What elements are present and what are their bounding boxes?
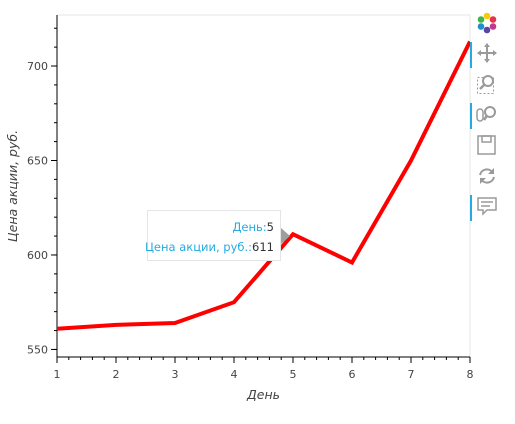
save-icon: [477, 135, 496, 155]
box-zoom-icon: [477, 75, 494, 94]
y-axis-label: Цена акции, руб.: [5, 130, 20, 242]
tooltip-pointer: [281, 228, 290, 244]
chart-series: [57, 40, 470, 331]
tooltip-key: Цена акции, руб.:: [145, 240, 253, 254]
pan-tool-button[interactable]: [470, 40, 502, 68]
price-line: [57, 40, 470, 331]
x-tick-label: 6: [349, 368, 356, 381]
tooltip-value: 5: [266, 220, 274, 234]
wheel-zoom-tool-button[interactable]: [470, 101, 502, 129]
pan-icon: [477, 43, 497, 63]
hover-tooltip: День:5 Цена акции, руб.:611: [145, 210, 281, 261]
tooltip-key: День:: [232, 220, 267, 234]
tooltip-row-price: Цена акции, руб.:611: [145, 240, 274, 254]
x-tick-label: 3: [172, 368, 179, 381]
x-axis-label: День: [246, 387, 280, 402]
y-tick-label: 550: [27, 343, 48, 356]
x-tick-label: 8: [467, 368, 474, 381]
x-tick-label: 1: [54, 368, 61, 381]
wheel-zoom-icon: [476, 106, 496, 122]
y-tick-label: 700: [27, 60, 48, 73]
reset-tool-button[interactable]: [470, 163, 502, 191]
tooltip-value: 611: [252, 240, 274, 254]
x-tick-label: 5: [290, 368, 297, 381]
hover-tool-button[interactable]: [470, 193, 502, 221]
reset-icon: [479, 168, 495, 184]
chart-axes: 1 2 3 4 5 6 7 8 550 600 650 700: [27, 14, 474, 381]
hover-icon: [477, 197, 497, 216]
tooltip-row-day: День:5: [232, 220, 274, 234]
y-tick-label: 650: [27, 154, 48, 167]
y-tick-label: 600: [27, 249, 48, 262]
bokeh-logo-icon[interactable]: [470, 10, 502, 38]
save-tool-button[interactable]: [470, 132, 502, 160]
x-tick-label: 2: [113, 368, 120, 381]
x-tick-label: 7: [408, 368, 415, 381]
box-zoom-tool-button[interactable]: [470, 71, 502, 99]
x-tick-label: 4: [231, 368, 238, 381]
